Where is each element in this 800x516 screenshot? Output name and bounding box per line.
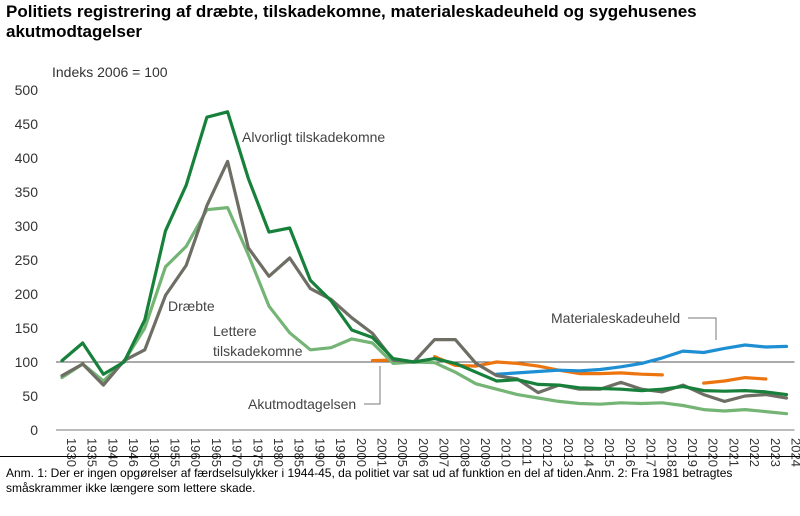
x-tick-label: 2010 [499,438,514,467]
x-tick-label: 1965 [209,438,224,467]
x-tick-label: 2015 [602,438,617,467]
x-tick-label: 2008 [457,438,472,467]
series-line-dræbte [60,159,789,403]
x-tick-label: 2018 [664,438,679,467]
divider [0,456,800,457]
y-tick-label: 400 [15,150,39,166]
x-tick-label: 2013 [561,438,576,467]
y-tick-label: 250 [15,252,39,268]
x-tick-label: 2020 [706,438,721,467]
series-line-lettere-tilskadekomne [60,206,789,416]
x-tick-label: 1980 [271,438,286,467]
x-tick-label: 2021 [726,438,741,467]
x-tick-label: 2016 [623,438,638,467]
x-tick-label: 2024 [789,438,800,467]
x-tick-label: 2006 [416,438,431,467]
annotation-materialeskadeuheld: Materialeskadeuheld [551,310,680,326]
y-tick-label: 300 [15,218,39,234]
annotation-lettere-2: tilskadekomne [213,343,303,359]
y-tick-label: 200 [15,286,39,302]
x-tick-label: 2012 [540,438,555,467]
annotation-alvorligt: Alvorligt tilskadekomne [242,129,385,145]
series-line-akutmodtagelsen [702,376,768,385]
x-tick-label: 1950 [147,438,162,467]
y-tick-label: 500 [15,82,39,98]
series-line-akutmodtagelsen [433,355,664,377]
x-tick-label: 1985 [292,438,307,467]
x-tick-label: 2005 [395,438,410,467]
leader-materialeskadeuheld [688,317,717,340]
x-tick-label: 2011 [519,438,534,466]
y-axis-label: Indeks 2006 = 100 [52,64,168,80]
x-tick-label: 1960 [188,438,203,467]
x-tick-label: 1955 [168,438,183,467]
x-tick-label: 1975 [250,438,265,467]
chart-note: Anm. 1: Der er ingen opgørelser af færds… [6,466,733,495]
x-tick-label: 1990 [312,438,327,467]
annotation-draebte: Dræbte [168,298,215,314]
leader-akutmodtagelsen [364,366,381,405]
x-tick-label: 2009 [478,438,493,467]
chart-title: Politiets registrering af dræbte, tilska… [6,2,697,41]
x-tick-label: 2000 [354,438,369,467]
y-tick-label: 350 [15,184,39,200]
series-line-alvorligt-tilskadekomne [60,110,789,397]
x-tick-label: 2019 [685,438,700,467]
y-tick-label: 100 [15,354,39,370]
x-tick-label: 2001 [375,438,390,467]
x-tick-label: 2017 [644,438,659,467]
x-tick-label: 1935 [85,438,100,467]
x-tick-label: 1946 [126,438,141,467]
y-tick-label: 50 [22,388,38,404]
x-tick-label: 1995 [333,438,348,467]
y-tick-label: 450 [15,116,39,132]
annotation-lettere-1: Lettere [213,323,257,339]
annotation-akutmodtagelsen: Akutmodtagelsen [248,396,356,412]
x-tick-label: 2014 [582,438,597,467]
x-tick-label: 2023 [768,438,783,467]
y-tick-label: 150 [15,320,39,336]
x-tick-label: 1940 [105,438,120,467]
x-tick-label: 1930 [64,438,79,467]
x-tick-label: 2007 [437,438,452,467]
series-line-materialeskadeuheld [495,343,789,376]
x-tick-label: 1970 [230,438,245,467]
y-tick-label: 0 [30,422,38,438]
x-tick-label: 2022 [747,438,762,467]
